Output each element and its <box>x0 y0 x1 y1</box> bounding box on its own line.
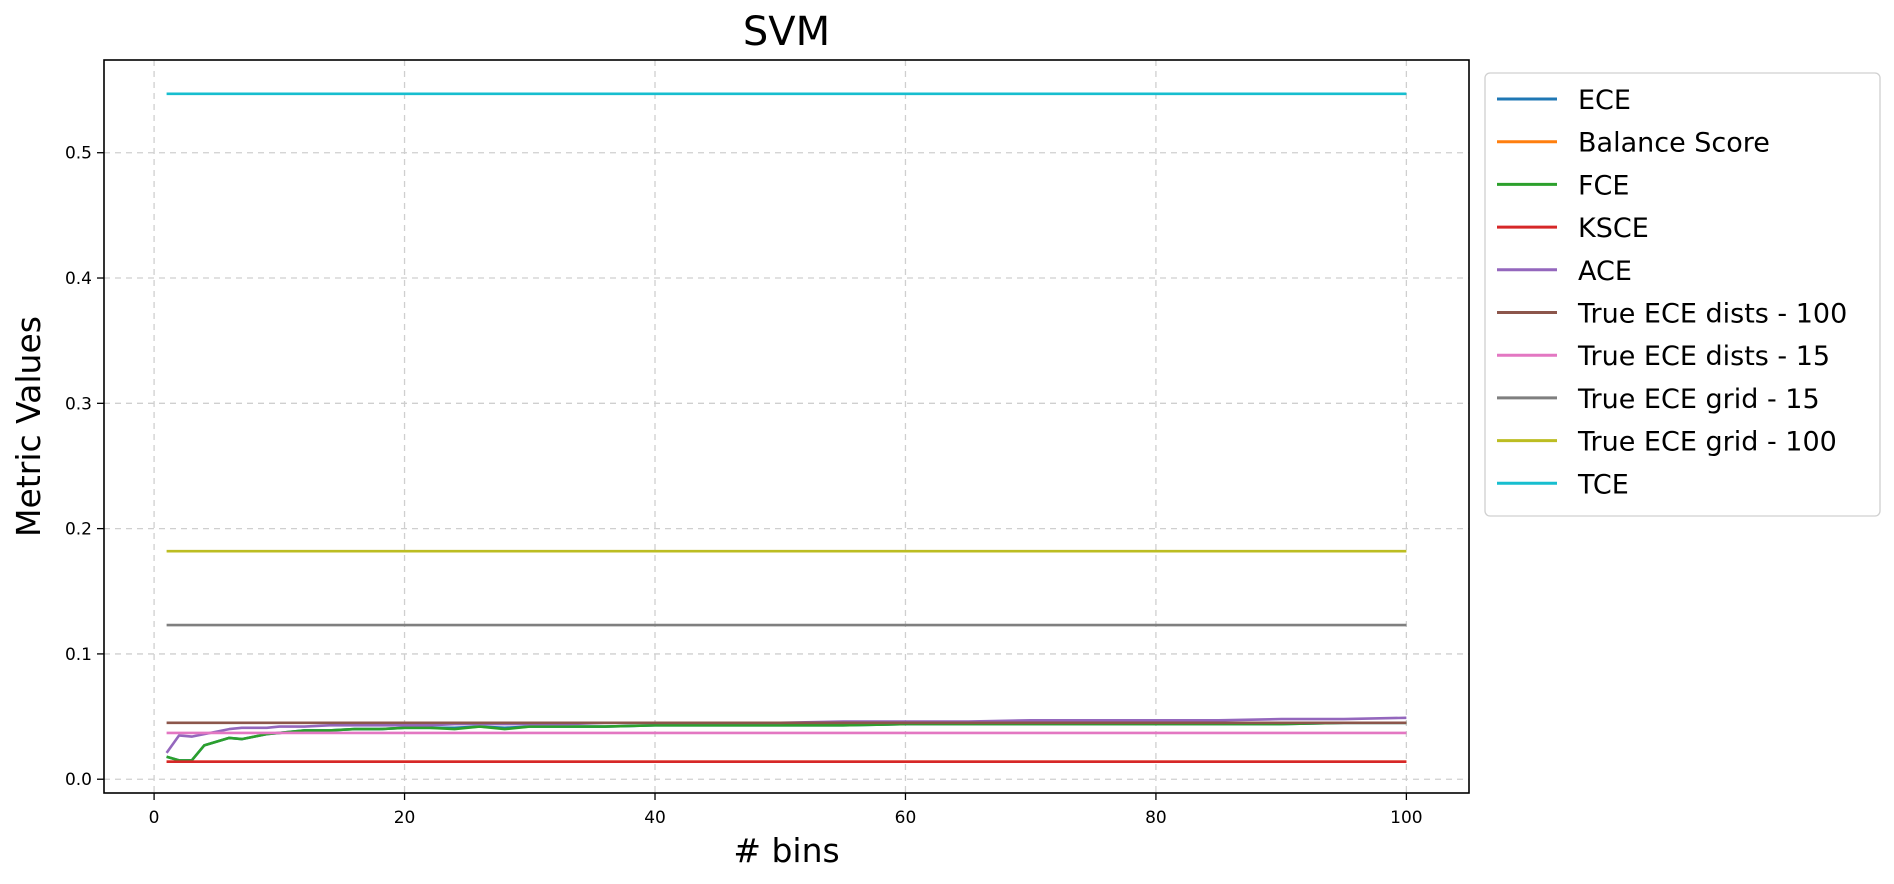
y-tick-label: 0.2 <box>65 520 92 540</box>
y-tick-label: 0.4 <box>65 269 92 289</box>
legend-label: True ECE dists - 100 <box>1577 299 1847 330</box>
plot-frame <box>103 59 1470 794</box>
x-tick-label: 20 <box>394 808 416 828</box>
legend-label: ACE <box>1578 256 1632 287</box>
series-line-fce <box>166 721 1407 762</box>
legend-label: ECE <box>1578 85 1631 116</box>
legend-label: FCE <box>1578 170 1629 201</box>
grid <box>104 60 1469 793</box>
y-axis-title: Metric Values <box>9 316 48 537</box>
plot-series <box>165 92 1407 764</box>
chart-title: SVM <box>743 9 830 55</box>
x-tick-label: 100 <box>1390 808 1422 828</box>
x-axis-title: # bins <box>733 831 839 870</box>
legend-label: True ECE dists - 15 <box>1577 341 1830 372</box>
legend-label: Balance Score <box>1578 128 1770 159</box>
x-tick-label: 40 <box>644 808 666 828</box>
y-tick-label: 0.5 <box>65 144 92 164</box>
legend-label: True ECE grid - 100 <box>1577 427 1837 458</box>
y-tick-label: 0.0 <box>65 770 92 790</box>
y-tick-label: 0.3 <box>65 394 92 414</box>
legend-label: KSCE <box>1578 213 1649 244</box>
legend-label: TCE <box>1577 469 1629 500</box>
legend-label: True ECE grid - 15 <box>1577 384 1820 415</box>
legend-box <box>1484 72 1881 517</box>
legend: ECE Balance Score FCE KSCE ACE True ECE dists… <box>1484 72 1881 517</box>
axis-ticks: 0 20 40 60 80 100 0.0 0.1 0.2 0.3 0.4 0.5 <box>65 144 1423 828</box>
y-tick-label: 0.1 <box>65 645 92 665</box>
x-tick-label: 60 <box>895 808 917 828</box>
x-tick-label: 0 <box>149 808 160 828</box>
x-tick-label: 80 <box>1145 808 1167 828</box>
